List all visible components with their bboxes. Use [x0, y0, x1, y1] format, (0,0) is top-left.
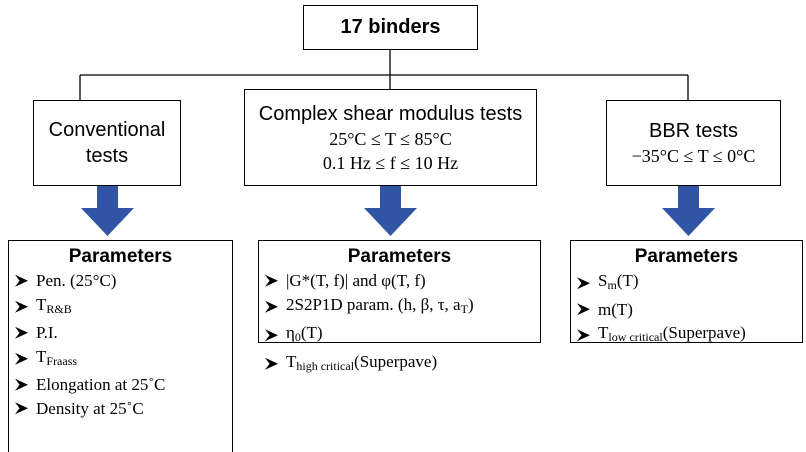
item-subscript: R&B: [46, 301, 72, 316]
item-subscript: low critical: [608, 330, 663, 344]
item-subscript: 0: [294, 330, 301, 344]
parameter-item: Density at 25˚C: [9, 397, 232, 421]
bullet: [15, 352, 28, 365]
bullet: [265, 274, 278, 287]
item-main: 2S2P1D param. (h, β, τ, a: [286, 294, 461, 314]
bullet: [15, 326, 28, 339]
item-suffix: (Superpave): [662, 323, 746, 342]
item-text: TR&B: [36, 293, 72, 322]
item-main: T: [286, 351, 297, 371]
item-main: Elongation at 25˚C: [36, 375, 166, 394]
bullet: [15, 378, 28, 391]
bullet: [265, 300, 278, 313]
bullet: [577, 277, 590, 290]
item-text: m(T): [598, 298, 633, 322]
test-box: BBR tests −35°C ≤ T ≤ 0°C: [606, 100, 781, 186]
item-suffix: ): [467, 294, 474, 314]
parameter-item: η0(T): [259, 321, 540, 350]
item-suffix: (T): [300, 323, 323, 342]
item-text: P.I.: [36, 321, 58, 345]
item-text: 2S2P1D param. (h, β, τ, aT): [286, 293, 474, 322]
item-main: η: [286, 323, 295, 342]
parameter-box: Parameters Pen. (25°C) TR&B P.I. TFraass Elon…: [8, 240, 233, 452]
parameter-item: TR&B: [9, 293, 232, 322]
item-main: Density at 25˚C: [36, 398, 144, 418]
arrow: [81, 186, 134, 236]
parameter-item: 2S2P1D param. (h, β, τ, aT): [259, 293, 540, 322]
parameter-box: Parameters |G*(T, f)| and φ(T, f) 2S2P1D p…: [258, 240, 541, 373]
test-title: BBR tests: [649, 120, 738, 142]
arrow: [364, 186, 417, 236]
item-main: S: [598, 271, 608, 290]
root-label: 17 binders: [340, 16, 441, 38]
parameter-item: Thigh critical(Superpave): [259, 350, 540, 379]
parameter-heading: Parameters: [634, 246, 739, 267]
bullet: [15, 274, 28, 287]
item-text: TFraass: [36, 345, 77, 374]
item-main: T: [36, 346, 47, 366]
parameter-item: Sm(T): [571, 269, 802, 298]
parameter-item: TFraass: [9, 345, 232, 374]
item-text: Thigh critical(Superpave): [286, 350, 437, 379]
item-text: η0(T): [286, 321, 323, 350]
item-subscript: T: [460, 301, 468, 316]
test-box: Complex shear modulus tests 25°C ≤ T ≤ 85…: [244, 89, 537, 186]
test-title: Conventional tests: [48, 119, 166, 167]
item-main: Pen. (25°C): [36, 271, 117, 290]
item-subscript: high critical: [296, 358, 355, 373]
parameter-item: m(T): [571, 298, 802, 322]
item-main: P.I.: [36, 323, 58, 342]
test-condition: 0.1 Hz ≤ f ≤ 10 Hz: [322, 152, 459, 173]
test-box: Conventional tests: [33, 100, 181, 186]
bullet: [265, 329, 278, 342]
item-subscript: m: [607, 278, 617, 292]
bullet: [577, 329, 590, 342]
parameter-item: |G*(T, f)| and φ(T, f): [259, 269, 540, 293]
bullet: [15, 402, 28, 415]
parameter-item: Pen. (25°C): [9, 269, 232, 293]
item-text: Density at 25˚C: [36, 397, 144, 421]
bullet: [577, 303, 590, 316]
item-subscript: Fraass: [46, 353, 78, 368]
parameter-item: Elongation at 25˚C: [9, 373, 232, 397]
test-condition: −35°C ≤ T ≤ 0°C: [631, 146, 756, 166]
item-suffix: (Superpave): [354, 351, 438, 371]
bullet: [15, 300, 28, 313]
item-text: Sm(T): [598, 269, 639, 298]
item-main: |G*(T, f)| and φ(T, f): [286, 271, 426, 290]
bullet: [265, 357, 278, 370]
parameter-item: P.I.: [9, 321, 232, 345]
arrow: [662, 186, 715, 236]
item-suffix: (T): [616, 271, 639, 290]
item-main: T: [36, 294, 47, 314]
parameter-heading: Parameters: [347, 246, 452, 267]
item-main: T: [598, 323, 609, 342]
item-text: Tlow critical(Superpave): [598, 321, 746, 350]
item-text: |G*(T, f)| and φ(T, f): [286, 269, 426, 293]
root-box: 17 binders: [303, 5, 478, 50]
item-text: Elongation at 25˚C: [36, 373, 165, 397]
item-text: Pen. (25°C): [36, 269, 116, 293]
parameter-heading: Parameters: [68, 246, 173, 267]
parameter-item: Tlow critical(Superpave): [571, 321, 802, 350]
parameter-box: Parameters Sm(T) m(T) Tlow critical(Superpa…: [570, 240, 803, 344]
item-main: m(T): [598, 299, 633, 319]
test-title: Complex shear modulus tests: [258, 102, 523, 125]
test-condition: 25°C ≤ T ≤ 85°C: [329, 128, 452, 149]
